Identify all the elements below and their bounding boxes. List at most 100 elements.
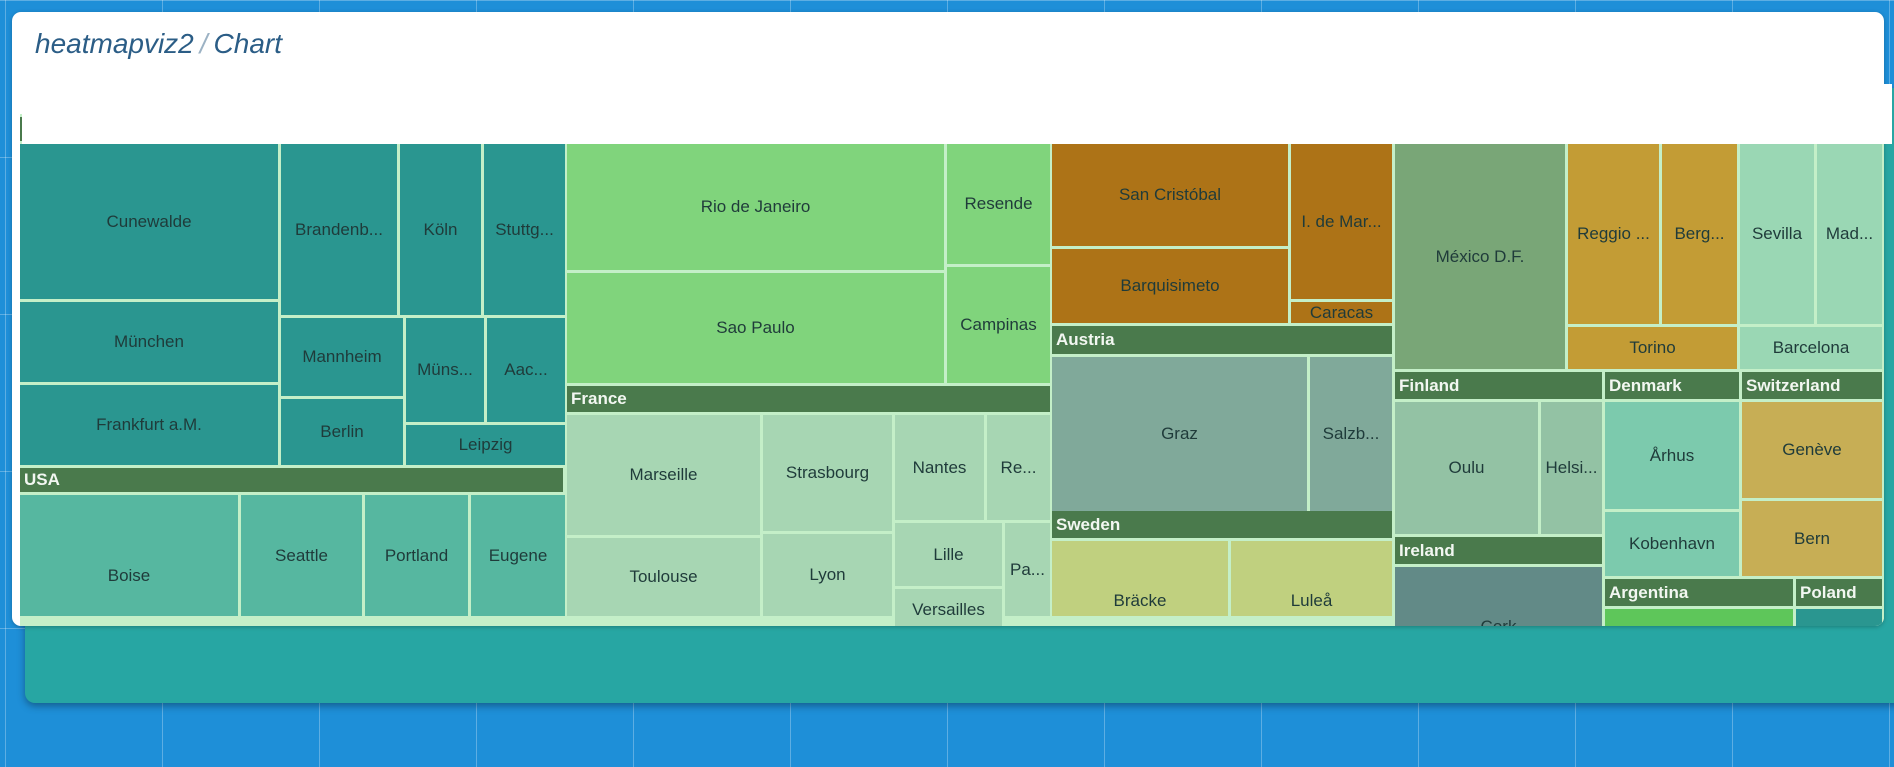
tile-label: Campinas (960, 315, 1037, 334)
group-header-finland[interactable]: Finland (1395, 372, 1602, 399)
treemap-tile-germany-koln[interactable]: Köln (400, 144, 481, 315)
treemap-tile-france-pa[interactable]: Pa... (1005, 523, 1050, 616)
treemap-tile-denmark-kobenhavn[interactable]: Kobenhavn (1605, 512, 1739, 576)
tile-label: Helsi... (1545, 458, 1598, 477)
treemap-tile-denmark-arhus[interactable]: Århus (1605, 402, 1739, 509)
treemap-tile-usa-boise[interactable]: Boise (20, 495, 238, 616)
tile-label: Versailles (912, 600, 985, 619)
tile-label: Eugene (488, 545, 548, 565)
tile-label: Genève (1782, 440, 1842, 459)
treemap-tile-spain-barcelona[interactable]: Barcelona (1740, 327, 1882, 369)
treemap-tile-mexico-mexico-d-f[interactable]: México D.F. (1395, 144, 1565, 369)
treemap-tile-germany-muns[interactable]: Müns... (406, 318, 484, 422)
treemap-tile-finland-helsi[interactable]: Helsi... (1541, 402, 1602, 534)
treemap-tile-germany-leipzig[interactable]: Leipzig (406, 425, 565, 465)
tile-label: Reggio ... (1577, 224, 1650, 243)
tile-label: Sevilla (1751, 224, 1803, 243)
treemap-tile-ireland-cork[interactable]: Cork (1395, 567, 1602, 626)
group-header-ireland[interactable]: Ireland (1395, 537, 1602, 564)
tile-label: I. de Mar... (1301, 211, 1382, 231)
tile-label: Barquisimeto (1120, 276, 1220, 295)
group-header-austria[interactable]: Austria (1052, 326, 1392, 354)
treemap-tile-venezuela-san-cristobal[interactable]: San Cristóbal (1052, 144, 1288, 246)
tile-label: Toulouse (629, 567, 698, 586)
treemap-tile-france-re[interactable]: Re... (987, 415, 1050, 520)
treemap-tile-italy-reggio[interactable]: Reggio ... (1568, 144, 1659, 324)
group-header-poland[interactable]: Poland (1796, 579, 1882, 606)
treemap-tile-finland-oulu[interactable]: Oulu (1395, 402, 1538, 534)
treemap-tile-france-strasbourg[interactable]: Strasbourg (763, 415, 892, 531)
treemap-tile-germany-frankfurt-a-m[interactable]: Frankfurt a.M. (20, 385, 278, 465)
treemap-tile-venezuela-i-de-mar[interactable]: I. de Mar... (1291, 144, 1392, 299)
tile-label: Strasbourg (785, 463, 870, 482)
tile-label: Cork (1481, 617, 1517, 626)
tile-label: Aac... (504, 360, 548, 379)
treemap-tile-spain-mad[interactable]: Mad... (1817, 144, 1882, 324)
tile-label: Caracas (1309, 302, 1374, 322)
treemap-tile-usa-eugene[interactable]: Eugene (471, 495, 565, 616)
treemap-tile-germany-brandenb[interactable]: Brandenb... (281, 144, 397, 315)
treemap-tile-usa-portland[interactable]: Portland (365, 495, 468, 616)
group-header-sweden[interactable]: Sweden (1052, 511, 1392, 538)
treemap-tile-brazil-rio-de-janeiro[interactable]: Rio de Janeiro (567, 144, 944, 270)
treemap-tile-brazil-resende[interactable]: Resende (947, 144, 1050, 264)
treemap-tile-italy-torino[interactable]: Torino (1568, 327, 1737, 369)
treemap-tile-poland-0[interactable] (1796, 609, 1882, 626)
tile-label: Graz (1161, 424, 1198, 443)
chart-toolbar-strip (22, 84, 1892, 144)
tile-label: Mannheim (302, 347, 382, 366)
tile-label: Müns... (417, 360, 473, 379)
treemap-tile-argentina-0[interactable] (1605, 609, 1793, 626)
tile-label: Salzb... (1322, 424, 1380, 443)
tile-label: Luleå (1290, 590, 1333, 610)
treemap-tile-france-toulouse[interactable]: Toulouse (567, 538, 760, 616)
treemap-tile-germany-stuttg[interactable]: Stuttg... (484, 144, 565, 315)
treemap-tile-germany-berlin[interactable]: Berlin (281, 399, 403, 465)
breadcrumb-app-link[interactable]: heatmapviz2 (35, 28, 194, 59)
tile-label: Stuttg... (495, 219, 554, 239)
group-header-argentina[interactable]: Argentina (1605, 579, 1793, 606)
treemap-tile-switzerland-bern[interactable]: Bern (1742, 501, 1882, 576)
group-header-switzerland[interactable]: Switzerland (1742, 372, 1882, 399)
treemap-tile-sweden-bracke[interactable]: Bräcke (1052, 541, 1228, 616)
treemap-tile-germany-munchen[interactable]: München (20, 302, 278, 382)
tile-label: Cunewalde (106, 211, 192, 231)
tile-label: Boise (107, 565, 151, 585)
tile-label: Pa... (1010, 559, 1045, 579)
treemap-tile-germany-aac[interactable]: Aac... (487, 318, 565, 422)
treemap-tile-france-lyon[interactable]: Lyon (763, 534, 892, 616)
treemap-tile-sweden-lulea[interactable]: Luleå (1231, 541, 1392, 616)
treemap-tile-italy-berg[interactable]: Berg... (1662, 144, 1737, 324)
tile-label: San Cristóbal (1118, 185, 1222, 204)
group-header-denmark[interactable]: Denmark (1605, 372, 1739, 399)
tile-label: Sao Paulo (716, 318, 795, 337)
treemap-tile-austria-salzb[interactable]: Salzb... (1310, 357, 1392, 511)
treemap-tile-germany-cunewalde[interactable]: Cunewalde (20, 144, 278, 299)
tile-label: Resende (964, 194, 1033, 213)
treemap-tile-usa-seattle[interactable]: Seattle (241, 495, 362, 616)
treemap-tile-venezuela-caracas[interactable]: Caracas (1291, 302, 1392, 323)
treemap-tile-switzerland-geneve[interactable]: Genève (1742, 402, 1882, 498)
group-header-usa[interactable]: USA (20, 468, 563, 492)
treemap-tile-venezuela-barquisimeto[interactable]: Barquisimeto (1052, 249, 1288, 323)
tile-label: Torino (1629, 338, 1676, 357)
tile-label: Lille (933, 544, 964, 564)
tile-label: München (114, 332, 184, 351)
treemap-tile-brazil-campinas[interactable]: Campinas (947, 267, 1050, 383)
tile-label: Leipzig (458, 435, 513, 454)
treemap-tile-france-lille[interactable]: Lille (895, 523, 1002, 586)
tile-label: Frankfurt a.M. (96, 415, 202, 434)
tile-label: Seattle (275, 545, 328, 565)
treemap-tile-france-nantes[interactable]: Nantes (895, 415, 984, 520)
treemap-chart: GUSAFranceAustriaSwedenFinlandIrelandDen… (20, 114, 1884, 626)
tile-label: Lyon (809, 565, 846, 584)
tile-label: Berlin (320, 422, 364, 441)
treemap-tile-austria-graz[interactable]: Graz (1052, 357, 1307, 511)
group-header-france[interactable]: France (567, 386, 1050, 412)
treemap-tile-germany-mannheim[interactable]: Mannheim (281, 318, 403, 396)
treemap-tile-france-versailles[interactable]: Versailles (895, 589, 1002, 626)
tile-label: Barcelona (1772, 338, 1850, 357)
treemap-tile-brazil-sao-paulo[interactable]: Sao Paulo (567, 273, 944, 383)
treemap-tile-spain-sevilla[interactable]: Sevilla (1740, 144, 1814, 324)
treemap-tile-france-marseille[interactable]: Marseille (567, 415, 760, 535)
